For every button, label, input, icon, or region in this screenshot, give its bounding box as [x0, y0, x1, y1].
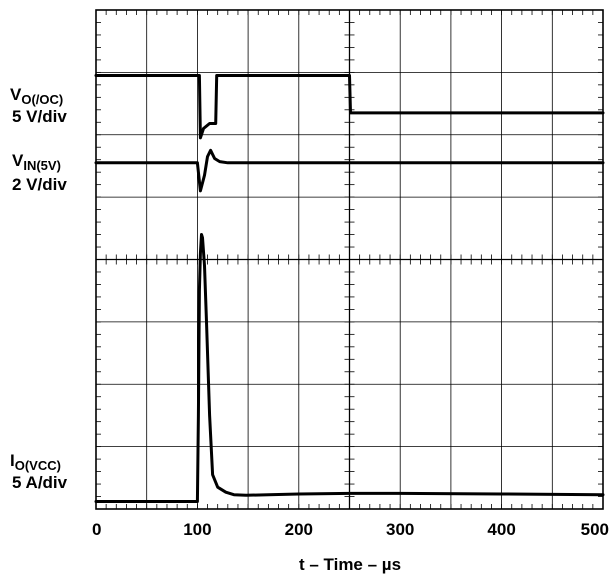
traces	[94, 74, 605, 503]
x-tick-labels: 0 100 200 300 400 500	[92, 520, 609, 539]
channel-label-vo: VO(/OC)	[10, 85, 63, 107]
x-tick-label: 300	[386, 520, 414, 539]
channel-label-io: IO(VCC)	[10, 451, 61, 473]
trace-io	[94, 233, 605, 503]
x-tick-label: 500	[581, 520, 609, 539]
channel-scale-vin: 2 V/div	[12, 175, 67, 194]
x-tick-label: 200	[285, 520, 313, 539]
channel-scale-io: 5 A/div	[12, 473, 68, 492]
x-tick-label: 0	[92, 520, 101, 539]
x-tick-label: 400	[487, 520, 515, 539]
plot-frame	[95, 9, 604, 510]
channel-scale-vo: 5 V/div	[12, 107, 67, 126]
trace-vo	[94, 74, 605, 140]
grid	[95, 9, 604, 510]
trace-vin	[94, 148, 605, 193]
x-tick-label: 100	[183, 520, 211, 539]
x-axis-label: t – Time – µs	[299, 555, 401, 574]
channel-label-vin: VIN(5V)	[12, 151, 61, 173]
channel-labels: VO(/OC) 5 V/div VIN(5V) 2 V/div IO(VCC) …	[10, 85, 68, 492]
